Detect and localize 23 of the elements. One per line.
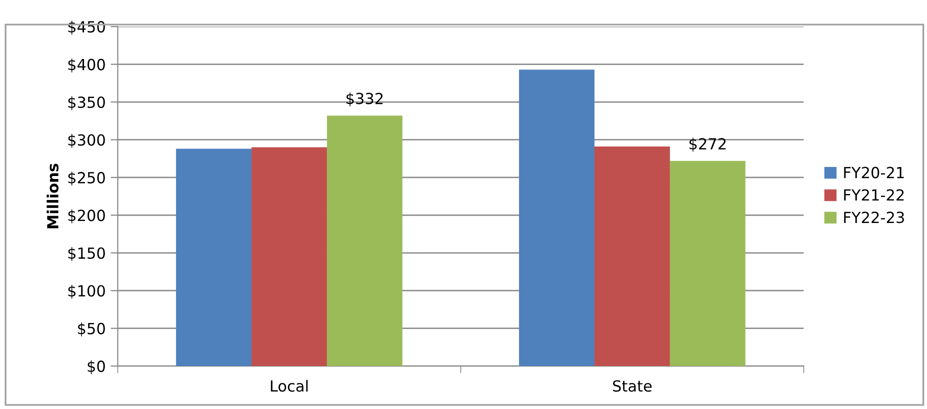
y-tick-label: $50 xyxy=(78,322,105,336)
bar xyxy=(326,116,402,366)
legend-label: FY20-21 xyxy=(844,166,904,178)
y-tick-label: $100 xyxy=(68,284,105,299)
y-tick-label: $350 xyxy=(68,96,105,110)
bar xyxy=(519,70,594,366)
y-tick-label: $400 xyxy=(68,58,105,72)
x-tick-label: Local xyxy=(270,380,308,392)
legend-label: FY22-23 xyxy=(844,212,904,224)
x-tick-label: State xyxy=(613,380,652,392)
y-axis-title: Millions xyxy=(46,164,59,228)
bar xyxy=(670,160,746,366)
y-tick-label: $250 xyxy=(68,172,105,186)
y-tick-label: $0 xyxy=(88,360,105,374)
data-label: $332 xyxy=(346,92,383,106)
y-tick-label: $300 xyxy=(68,134,105,148)
data-label: $272 xyxy=(690,138,726,152)
legend-label: FY21-22 xyxy=(844,189,904,201)
bar xyxy=(594,146,670,366)
y-tick-label: $150 xyxy=(68,247,105,261)
bar xyxy=(176,148,252,366)
y-tick-label: $200 xyxy=(68,209,105,224)
bar xyxy=(251,147,327,366)
